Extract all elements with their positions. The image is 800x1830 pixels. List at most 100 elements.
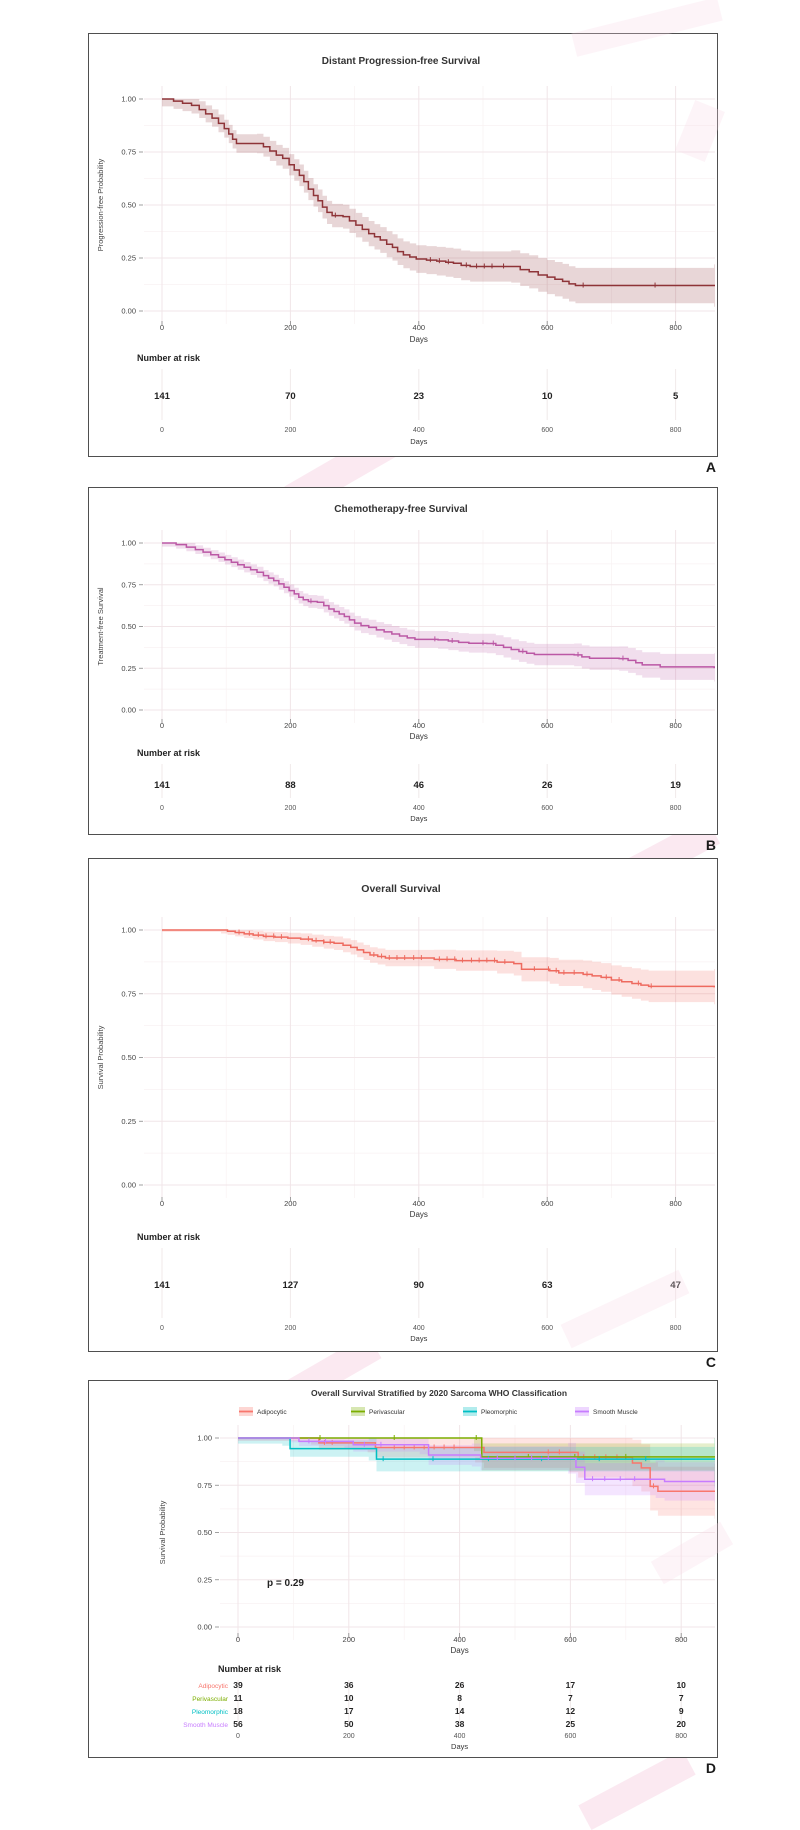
- svg-text:0: 0: [160, 427, 164, 434]
- svg-text:400: 400: [413, 427, 425, 434]
- svg-text:14: 14: [455, 1706, 465, 1716]
- svg-text:26: 26: [542, 780, 553, 791]
- svg-text:Smooth Muscle: Smooth Muscle: [183, 1722, 228, 1729]
- svg-text:0.50: 0.50: [197, 1528, 212, 1537]
- svg-text:0.25: 0.25: [121, 1117, 136, 1126]
- svg-text:600: 600: [541, 1325, 553, 1332]
- survival-curve: [162, 542, 715, 669]
- km-curves: [162, 542, 715, 682]
- axes-and-labels: 1.00 0.75 0.50 0.25 0.00 0 200 400 600 800 Days Ove…: [96, 883, 682, 1343]
- svg-text:600: 600: [541, 1199, 554, 1208]
- svg-text:0: 0: [160, 1199, 164, 1208]
- svg-text:0.50: 0.50: [121, 1053, 136, 1062]
- svg-text:127: 127: [282, 1280, 298, 1291]
- panel-a: 1.00 0.75 0.50 0.25 0.00 0 200 400 600 800 Days Dis…: [88, 33, 718, 457]
- km-chart-overall-survival-stratified: 1.000.750.500.250.000 200 400 600 800DaysOve…: [158, 1388, 715, 1751]
- svg-text:200: 200: [343, 1733, 355, 1740]
- svg-text:17: 17: [344, 1706, 354, 1716]
- svg-text:17: 17: [566, 1680, 576, 1690]
- svg-text:19: 19: [670, 780, 681, 791]
- svg-text:56: 56: [233, 1719, 243, 1729]
- survival-curve: [238, 1437, 715, 1493]
- km-chart-overall-survival: 1.00 0.75 0.50 0.25 0.00 0 200 400 600 800 Days Ove…: [96, 883, 715, 1343]
- svg-text:Days: Days: [410, 1334, 427, 1343]
- svg-text:200: 200: [284, 323, 297, 332]
- svg-text:600: 600: [541, 323, 554, 332]
- svg-text:38: 38: [455, 1719, 465, 1729]
- svg-text:600: 600: [541, 721, 554, 730]
- svg-text:141: 141: [154, 780, 171, 791]
- svg-text:Pleomorphic: Pleomorphic: [192, 1709, 229, 1716]
- panel-letter-c: C: [705, 1354, 716, 1370]
- svg-text:200: 200: [285, 805, 297, 812]
- svg-text:400: 400: [454, 1733, 466, 1740]
- svg-text:Adipocytic: Adipocytic: [257, 1409, 287, 1416]
- panel-letter-a: A: [705, 459, 716, 475]
- km-chart-chemotherapy-free-survival: 1.00 0.75 0.50 0.25 0.00 0 200 400 600 800 Days Che…: [96, 504, 715, 823]
- svg-text:400: 400: [413, 805, 425, 812]
- survival-curve: [238, 1437, 715, 1483]
- svg-text:70: 70: [285, 391, 296, 402]
- svg-text:Adipocytic: Adipocytic: [198, 1683, 228, 1690]
- svg-text:0.50: 0.50: [121, 622, 136, 631]
- svg-text:Smooth Muscle: Smooth Muscle: [593, 1409, 638, 1416]
- svg-text:46: 46: [414, 780, 425, 791]
- survival-curve: [162, 929, 715, 988]
- svg-text:200: 200: [343, 1635, 356, 1644]
- svg-text:200: 200: [284, 1199, 297, 1208]
- svg-text:200: 200: [284, 721, 297, 730]
- svg-text:Distant Progression-free Survi: Distant Progression-free Survival: [322, 56, 481, 67]
- svg-text:0.00: 0.00: [121, 307, 136, 316]
- watermark-fragment: [578, 1749, 696, 1830]
- svg-text:20: 20: [676, 1719, 686, 1729]
- svg-text:0: 0: [160, 805, 164, 812]
- confidence-band: [238, 1438, 715, 1484]
- svg-text:47: 47: [670, 1280, 681, 1291]
- svg-text:5: 5: [673, 391, 679, 402]
- svg-text:Days: Days: [410, 732, 428, 741]
- svg-text:600: 600: [541, 427, 553, 434]
- svg-text:0.50: 0.50: [121, 201, 136, 210]
- svg-text:8: 8: [457, 1693, 462, 1703]
- svg-text:Number at risk: Number at risk: [137, 748, 201, 758]
- svg-text:18: 18: [233, 1706, 243, 1716]
- survival-curve: [238, 1437, 715, 1458]
- svg-text:0.00: 0.00: [197, 1623, 212, 1632]
- svg-text:400: 400: [413, 1199, 426, 1208]
- km-curves: [162, 929, 715, 1005]
- svg-text:63: 63: [542, 1280, 553, 1291]
- svg-text:1.00: 1.00: [121, 539, 136, 548]
- svg-text:800: 800: [675, 1733, 687, 1740]
- svg-text:0: 0: [160, 721, 164, 730]
- svg-text:141: 141: [154, 1280, 171, 1291]
- svg-text:Survival Probability: Survival Probability: [158, 1500, 167, 1564]
- axes-and-labels: 1.00 0.75 0.50 0.25 0.00 0 200 400 600 800 Days Dis…: [96, 56, 682, 446]
- svg-text:25: 25: [566, 1719, 576, 1729]
- svg-text:7: 7: [568, 1693, 573, 1703]
- svg-text:800: 800: [670, 1325, 682, 1332]
- svg-text:0: 0: [160, 323, 164, 332]
- svg-text:Pleomorphic: Pleomorphic: [481, 1409, 518, 1416]
- svg-text:Days: Days: [410, 335, 428, 344]
- svg-text:800: 800: [669, 323, 682, 332]
- svg-text:Days: Days: [410, 437, 427, 446]
- svg-text:1.00: 1.00: [121, 926, 136, 935]
- svg-text:0: 0: [160, 1325, 164, 1332]
- svg-text:Overall Survival Stratified by: Overall Survival Stratified by 2020 Sarc…: [311, 1388, 567, 1398]
- svg-text:400: 400: [413, 1325, 425, 1332]
- svg-text:10: 10: [344, 1693, 354, 1703]
- svg-text:400: 400: [413, 721, 426, 730]
- svg-text:26: 26: [455, 1680, 465, 1690]
- svg-text:36: 36: [344, 1680, 354, 1690]
- svg-text:0.25: 0.25: [121, 664, 136, 673]
- panel-b: 1.00 0.75 0.50 0.25 0.00 0 200 400 600 800 Days Che…: [88, 487, 718, 835]
- panel-c: 1.00 0.75 0.50 0.25 0.00 0 200 400 600 800 Days Ove…: [88, 858, 718, 1352]
- confidence-band: [238, 1438, 715, 1519]
- svg-text:Treatment-free Survival: Treatment-free Survival: [96, 587, 105, 665]
- gridlines: [144, 530, 715, 723]
- svg-text:141: 141: [154, 391, 171, 402]
- svg-text:800: 800: [670, 427, 682, 434]
- svg-text:Perivascular: Perivascular: [192, 1696, 229, 1703]
- svg-text:Perivascular: Perivascular: [369, 1409, 406, 1416]
